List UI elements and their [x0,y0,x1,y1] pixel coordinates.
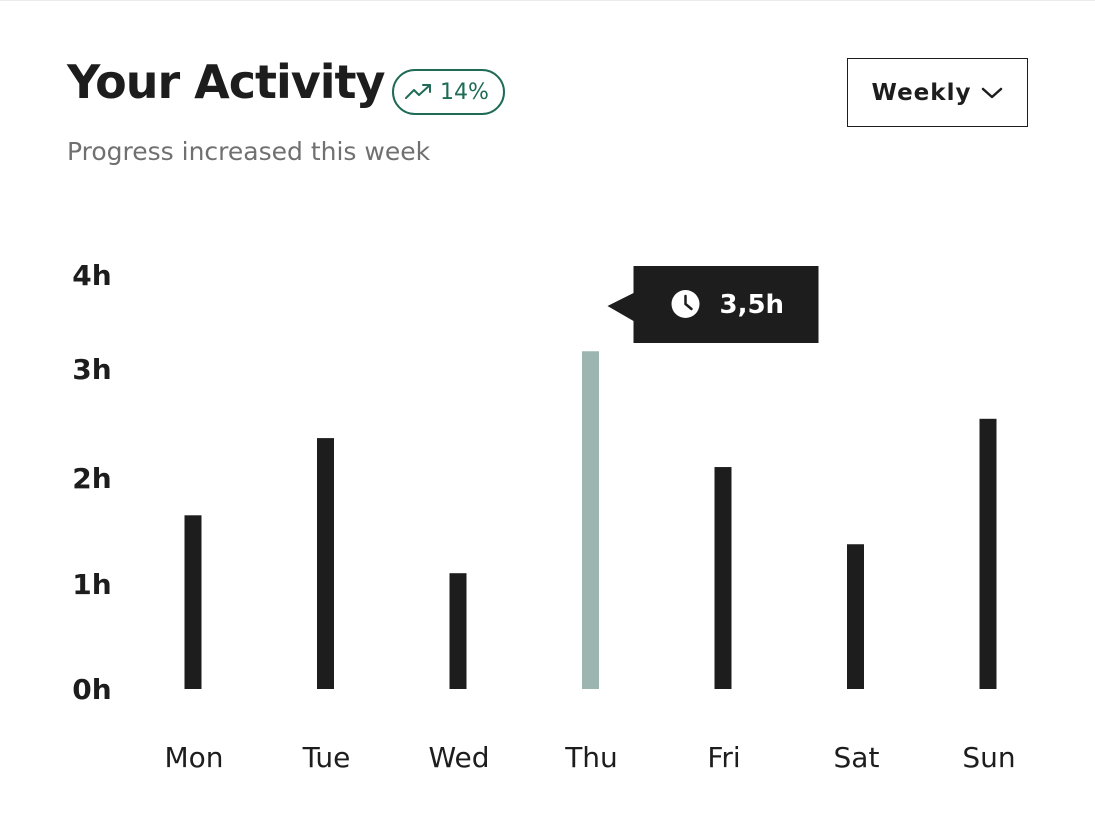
trending-up-icon [404,82,434,102]
y-tick-label: 4h [72,259,111,292]
subtitle: Progress increased this week [67,137,431,166]
x-tick-label: Sun [962,741,1015,774]
y-tick-label: 3h [72,353,111,386]
bar-wed [449,573,467,689]
y-tick-label: 0h [72,673,111,706]
bar-mon [184,515,202,689]
bar-sat [847,544,864,689]
x-tick-label: Thu [564,741,618,774]
bar-thu [582,351,599,689]
y-tick-label: 2h [72,462,111,495]
tooltip-box [633,266,819,343]
bar-fri [714,467,732,689]
x-tick-label: Fri [707,741,740,774]
bar-sun [979,418,997,689]
x-tick-label: Tue [302,741,351,774]
y-tick-label: 1h [72,568,111,601]
period-select-label: Weekly [871,79,972,106]
tooltip-arrow [607,293,634,321]
chevron-down-icon [981,80,1003,106]
page-title: Your Activity [67,55,385,109]
x-tick-label: Sat [834,741,880,774]
x-tick-label: Wed [428,741,489,774]
x-tick-label: Mon [164,741,223,774]
bar-tue [317,438,334,689]
tooltip-value: 3,5h [720,290,785,320]
trend-badge: 14% [392,69,505,115]
clock-icon [671,290,700,318]
trend-value: 14% [440,79,489,105]
period-select[interactable]: Weekly [847,58,1028,127]
